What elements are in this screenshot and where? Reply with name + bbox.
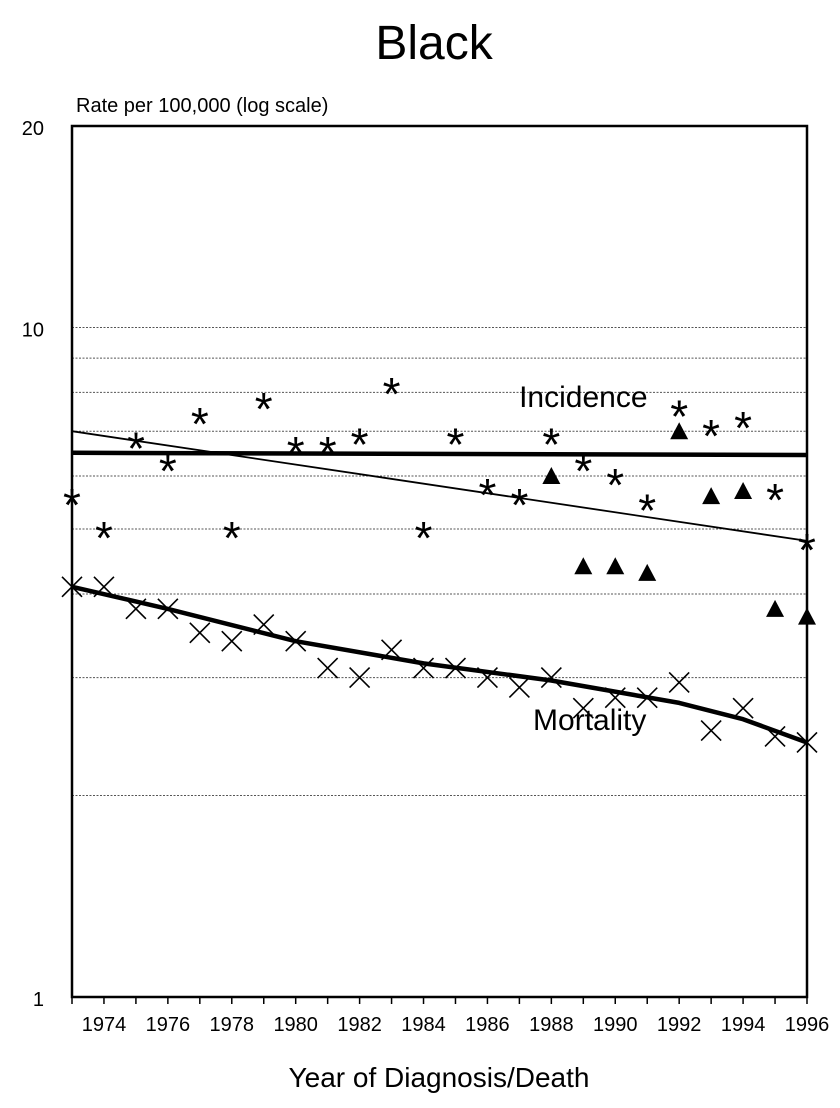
trend-line — [71, 584, 808, 745]
asterisk-point: * — [638, 484, 656, 536]
x-tick-label: 1976 — [146, 1014, 191, 1036]
asterisk-point: * — [702, 410, 720, 462]
chart-title: Black — [375, 17, 493, 70]
x-point — [221, 630, 243, 652]
triangle-point — [638, 563, 657, 581]
x-tick-label: 1982 — [337, 1014, 382, 1036]
asterisk-point: * — [223, 512, 241, 564]
x-axis-label: Year of Diagnosis/Death — [289, 1062, 590, 1093]
x-point — [636, 687, 658, 709]
x-point — [732, 697, 754, 719]
asterisk-point: * — [383, 368, 401, 420]
x-point — [93, 576, 115, 598]
triangle-point — [542, 467, 561, 485]
x-tick-label: 1988 — [529, 1014, 574, 1036]
asterisk-point: * — [766, 474, 784, 526]
x-point — [157, 598, 179, 620]
asterisk-point: * — [159, 445, 177, 497]
x-point — [253, 614, 275, 636]
x-point — [476, 667, 499, 689]
x-tick-label: 1978 — [210, 1014, 255, 1036]
trend-lines — [71, 430, 808, 745]
triangle-point — [574, 557, 593, 575]
asterisk-point: * — [478, 469, 496, 521]
annotation-label: Mortality — [533, 704, 646, 737]
data-points: *** ***** * ***** *** * ** * *** — [61, 368, 818, 754]
x-point — [604, 687, 626, 709]
x-point — [700, 720, 722, 742]
annotations: Incidence Mortality — [519, 381, 647, 737]
asterisk-point: * — [255, 383, 273, 435]
x-point — [349, 667, 371, 689]
axis-ticks: 1 10 20 1974 1976 1978 1980 1982 1984 1986 1988 199… — [22, 118, 830, 1036]
x-point — [444, 657, 467, 679]
triangle-point — [606, 557, 625, 575]
triangle-point — [766, 599, 785, 617]
asterisk-point: * — [606, 459, 624, 511]
triangle-point — [670, 422, 689, 440]
x-point — [189, 622, 211, 644]
triangle-point — [734, 481, 753, 499]
y-tick-label: 10 — [22, 320, 44, 342]
asterisk-point: * — [351, 418, 369, 470]
x-tick-label: 1990 — [593, 1014, 638, 1036]
x-tick-label: 1980 — [273, 1014, 318, 1036]
y-tick-label: 1 — [33, 989, 44, 1011]
asterisk-point: * — [127, 423, 145, 475]
trend-line — [71, 450, 808, 458]
x-point — [764, 725, 786, 748]
y-axis-label: Rate per 100,000 (log scale) — [76, 95, 328, 117]
asterisk-point: * — [191, 398, 209, 450]
asterisk-point: * — [574, 445, 592, 497]
annotation-label: Incidence — [519, 381, 647, 414]
triangle-point — [702, 487, 721, 505]
asterisk-point: * — [95, 512, 113, 564]
x-point — [380, 639, 403, 661]
x-tick-label: 1994 — [721, 1014, 766, 1036]
x-tick-label: 1996 — [785, 1014, 830, 1036]
x-point — [668, 671, 690, 694]
asterisk-point: * — [734, 402, 752, 454]
asterisk-point: * — [415, 512, 433, 564]
x-tick-label: 1984 — [401, 1014, 446, 1036]
asterisk-point: * — [670, 390, 688, 442]
x-tick-label: 1992 — [657, 1014, 702, 1036]
plot-frame — [70, 124, 809, 999]
asterisk-point: * — [447, 418, 465, 470]
asterisk-point: * — [510, 479, 528, 531]
x-tick-label: 1974 — [82, 1014, 127, 1036]
x-point — [540, 667, 562, 689]
x-point — [125, 598, 147, 620]
y-tick-label: 20 — [22, 118, 44, 140]
x-point — [508, 676, 530, 699]
x-point — [285, 630, 307, 652]
x-point — [572, 697, 594, 719]
asterisk-point: * — [542, 418, 560, 470]
trend-line — [71, 430, 808, 542]
x-tick-label: 1986 — [465, 1014, 510, 1036]
asterisk-point: * — [287, 427, 305, 479]
gridlines — [72, 327, 807, 796]
asterisk-point: * — [319, 427, 337, 479]
x-point — [412, 657, 435, 679]
x-point — [317, 657, 339, 679]
